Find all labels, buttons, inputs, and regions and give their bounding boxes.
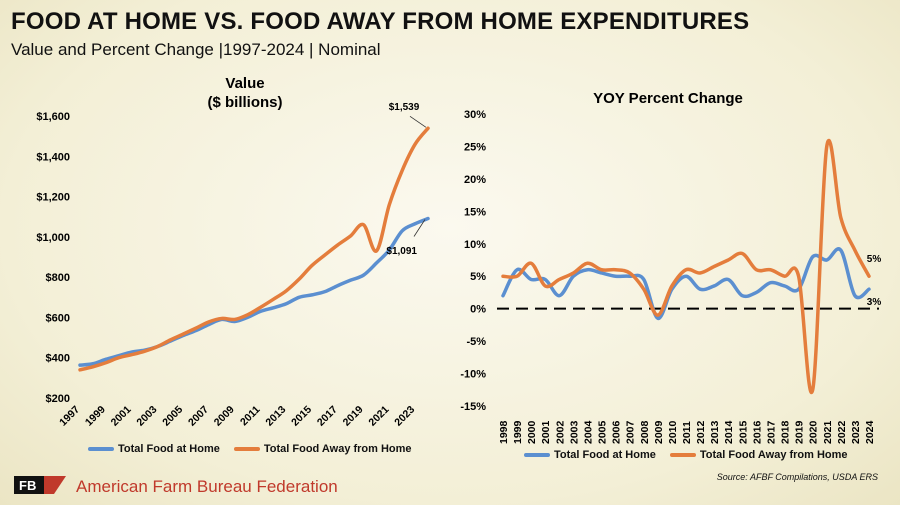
annotation-away-last: 5% <box>867 254 882 265</box>
legend-label-home-yoy: Total Food at Home <box>554 449 656 461</box>
annotation-home-last: $1,091 <box>386 246 417 257</box>
y-tick-label: 20% <box>464 174 486 186</box>
value-chart-subtitle: ($ billions) <box>208 94 283 111</box>
afbf-logo-icon: FB <box>14 476 66 494</box>
series-away-line <box>501 138 871 395</box>
x-tick-label: 2023 <box>850 420 862 444</box>
x-tick-label: 1999 <box>83 404 108 429</box>
x-tick-label: 2009 <box>653 420 665 444</box>
x-tick-label: 2017 <box>765 420 777 444</box>
x-tick-label: 2007 <box>186 404 211 429</box>
value-chart-title: Value <box>225 75 264 92</box>
x-tick-label: 2014 <box>723 420 735 444</box>
series-home-line <box>78 216 430 367</box>
x-tick-label: 2024 <box>864 420 876 444</box>
x-tick-label: 2002 <box>554 420 566 444</box>
x-tick-label: 2005 <box>160 404 185 429</box>
y-tick-label: $1,400 <box>36 151 70 163</box>
x-tick-label: 2013 <box>709 420 721 444</box>
x-tick-label: 2021 <box>822 420 834 444</box>
x-tick-label: 2001 <box>109 404 134 429</box>
y-tick-label: $200 <box>46 393 70 405</box>
y-tick-label: 25% <box>464 141 486 153</box>
y-tick-label: 5% <box>470 271 486 283</box>
x-tick-label: 2011 <box>238 404 263 429</box>
x-tick-label: 2021 <box>366 404 391 429</box>
yoy-chart-legend: Total Food at Home Total Food Away from … <box>524 449 862 461</box>
x-tick-label: 2013 <box>263 404 288 429</box>
x-tick-label: 2017 <box>315 404 340 429</box>
legend-item-away: Total Food Away from Home <box>233 443 412 455</box>
x-tick-label: 2022 <box>836 420 848 444</box>
legend-label-away: Total Food Away from Home <box>263 443 412 455</box>
y-tick-label: -5% <box>466 336 486 348</box>
y-tick-label: -15% <box>460 401 486 413</box>
legend-item-away-yoy: Total Food Away from Home <box>669 449 848 461</box>
yoy-chart-title: YOY Percent Change <box>593 90 743 107</box>
x-tick-label: 2001 <box>540 420 552 444</box>
x-tick-label: 2010 <box>667 420 679 444</box>
annotation-leader-home <box>413 219 426 237</box>
legend-swatch-home-yoy <box>524 453 550 457</box>
source-note: Source: AFBF Compilations, USDA ERS <box>716 472 878 482</box>
page-subtitle: Value and Percent Change |1997-2024 | No… <box>11 40 381 59</box>
x-tick-label: 2016 <box>751 420 763 444</box>
y-tick-label: 10% <box>464 239 486 251</box>
y-tick-label: -10% <box>460 369 486 381</box>
value-chart: Value ($ billions) $200 $400 $600 $800 $1,000 $… <box>36 75 430 429</box>
legend-item-home: Total Food at Home <box>88 443 220 455</box>
y-tick-label: 15% <box>464 206 486 218</box>
x-tick-label: 2009 <box>212 404 237 429</box>
x-tick-label: 2004 <box>582 420 594 444</box>
legend-swatch-away <box>233 447 260 451</box>
y-tick-label: 0% <box>470 304 486 316</box>
x-tick-label: 2006 <box>611 420 623 444</box>
annotation-away-last: $1,539 <box>389 102 420 113</box>
x-tick-label: 1998 <box>498 420 510 444</box>
y-tick-label: $1,600 <box>36 111 70 123</box>
x-tick-label: 2003 <box>134 404 159 429</box>
y-tick-label: $1,200 <box>36 192 70 204</box>
x-tick-label: 2000 <box>526 420 538 444</box>
x-tick-label: 2003 <box>568 420 580 444</box>
x-tick-label: 2008 <box>639 420 651 444</box>
x-tick-label: 2005 <box>597 420 609 444</box>
legend-item-home-yoy: Total Food at Home <box>524 449 656 461</box>
x-tick-label: 2019 <box>794 420 806 444</box>
x-tick-label: 2019 <box>341 404 366 429</box>
legend-label-away-yoy: Total Food Away from Home <box>699 449 848 461</box>
yoy-chart: YOY Percent Change -15% -10% -5% 0% 5% 10% 15% 2… <box>460 90 881 444</box>
y-tick-label: $800 <box>46 272 70 284</box>
y-tick-label: $600 <box>46 312 70 324</box>
x-tick-label: 2012 <box>695 420 707 444</box>
x-tick-label: 2023 <box>392 404 417 429</box>
x-tick-label: 2015 <box>289 404 314 429</box>
y-tick-label: 30% <box>464 109 486 121</box>
series-away-line <box>78 126 430 372</box>
x-tick-label: 2015 <box>737 420 749 444</box>
page-title: FOOD AT HOME VS. FOOD AWAY FROM HOME EXP… <box>11 8 750 35</box>
organization-name: American Farm Bureau Federation <box>76 477 338 496</box>
annotation-leader-away <box>409 115 427 128</box>
annotation-home-last: 3% <box>867 297 882 308</box>
y-tick-label: $1,000 <box>36 232 70 244</box>
series-home-line <box>501 247 871 321</box>
y-tick-label: $400 <box>46 353 70 365</box>
legend-swatch-away-yoy <box>669 453 696 457</box>
legend-swatch-home <box>88 447 114 451</box>
x-tick-label: 2007 <box>625 420 637 444</box>
x-tick-label: 2020 <box>808 420 820 444</box>
value-chart-legend: Total Food at Home Total Food Away from … <box>88 443 426 455</box>
x-tick-label: 1999 <box>512 420 524 444</box>
svg-text:FB: FB <box>19 478 36 493</box>
x-tick-label: 1997 <box>57 404 82 429</box>
x-tick-label: 2011 <box>681 421 693 444</box>
legend-label-home: Total Food at Home <box>118 443 220 455</box>
x-tick-label: 2018 <box>780 420 792 444</box>
